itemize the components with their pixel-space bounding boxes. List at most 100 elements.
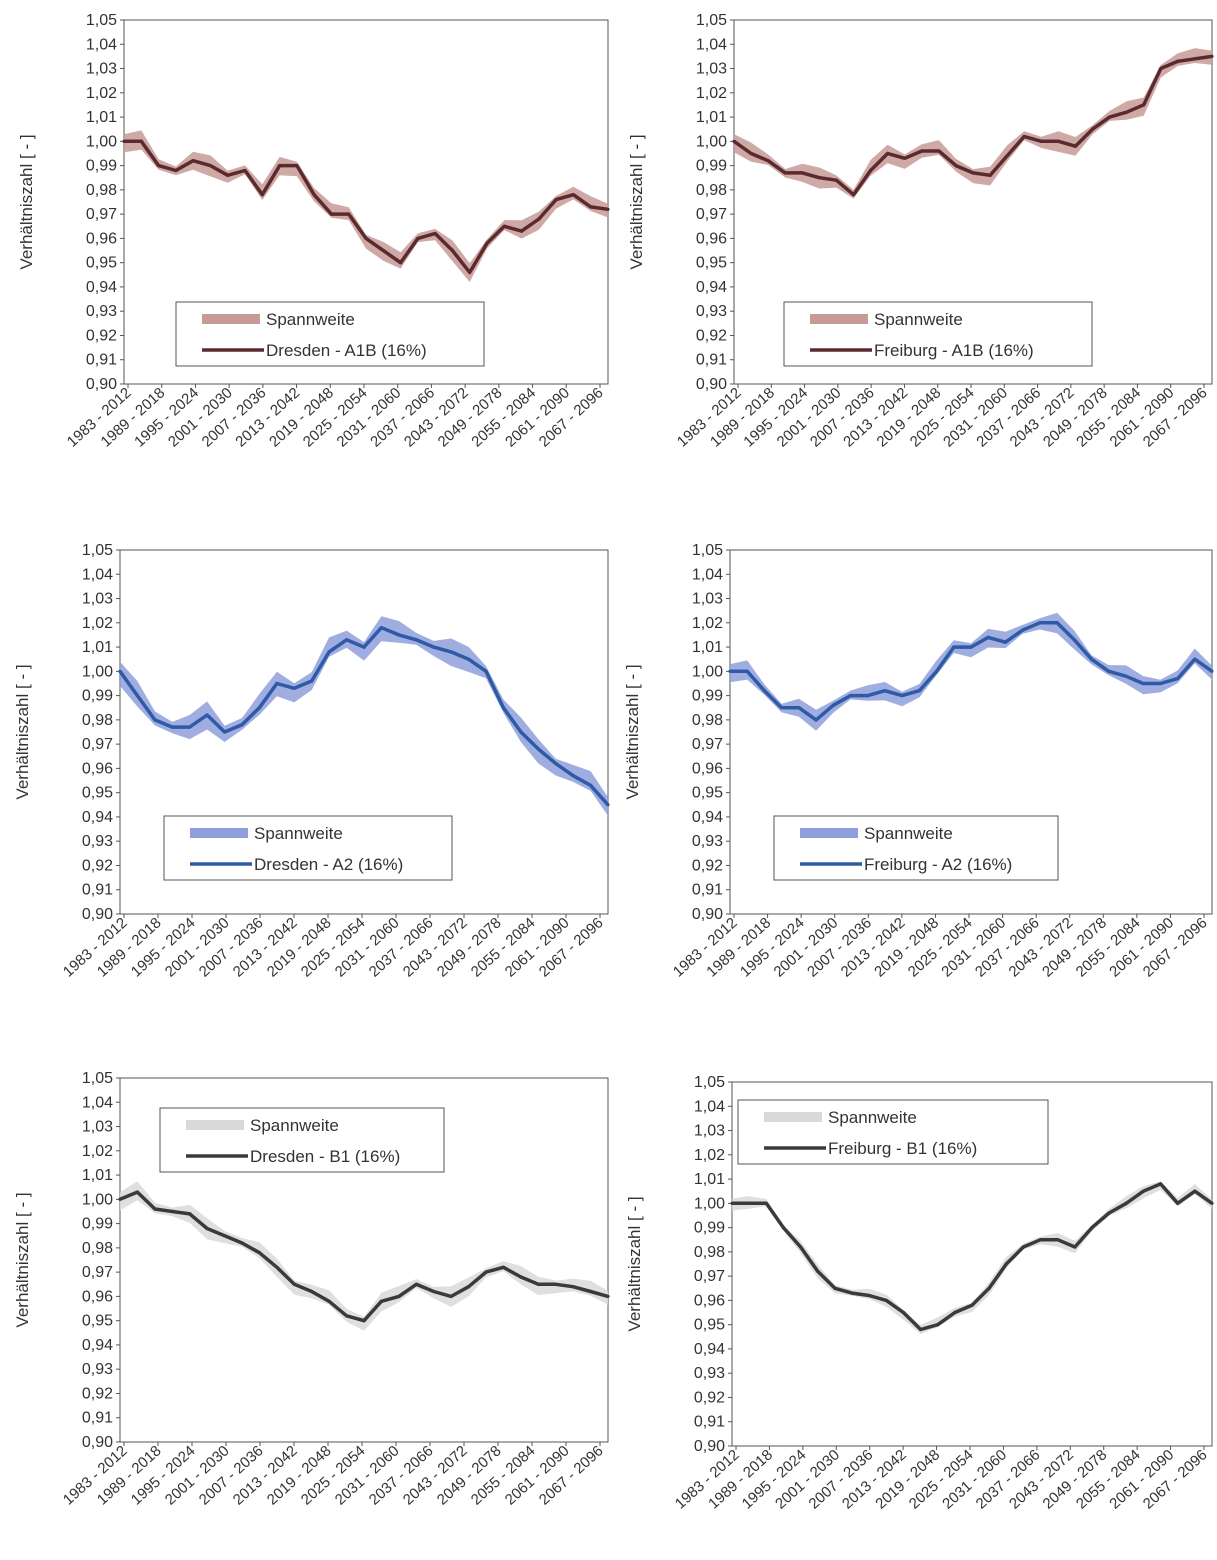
- y-tick-label: 1,01: [694, 1171, 725, 1188]
- data-point: [749, 151, 753, 156]
- y-tick-label: 0,93: [694, 1365, 725, 1382]
- y-tick-label: 0,93: [692, 833, 723, 850]
- data-point: [362, 1319, 366, 1323]
- data-point: [449, 650, 453, 654]
- data-point: [449, 1294, 453, 1298]
- y-tick-label: 0,98: [86, 182, 117, 199]
- data-point: [257, 1251, 261, 1255]
- data-point: [571, 774, 575, 778]
- y-axis-label: Verhältniszahl [ - ]: [623, 664, 642, 799]
- data-point: [1193, 657, 1197, 661]
- data-point: [730, 1201, 734, 1205]
- chart-panels: 1,05 1,04 1,03 1,02 1,01 1,00 0,99 0,98 0,97 0,96…: [13, 12, 1214, 1513]
- data-point: [606, 207, 610, 211]
- data-point: [952, 645, 956, 649]
- data-point: [364, 236, 368, 240]
- legend: Spannweite Dresden - A1B (16%): [175, 301, 485, 367]
- data-point: [381, 248, 385, 253]
- data-point: [432, 645, 436, 649]
- data-point: [327, 650, 331, 654]
- data-point: [762, 689, 767, 693]
- data-point: [1004, 1262, 1008, 1266]
- data-point: [884, 1298, 888, 1302]
- data-point: [936, 1323, 940, 1327]
- data-point: [869, 168, 873, 173]
- data-point: [191, 159, 195, 163]
- data-point: [954, 164, 958, 168]
- data-point: [606, 803, 610, 807]
- data-point: [485, 241, 489, 245]
- data-point: [851, 193, 856, 197]
- data-point: [971, 171, 975, 175]
- data-point: [571, 1285, 575, 1289]
- data-point: [1124, 674, 1128, 678]
- y-tick-label: 1,03: [694, 1123, 725, 1140]
- y-tick-label: 0,99: [694, 1220, 725, 1237]
- spread-band: [734, 48, 1212, 199]
- y-tick-label: 1,05: [86, 12, 117, 29]
- y-tick-label: 0,98: [82, 1240, 113, 1257]
- legend: Spannweite Freiburg - A2 (16%): [773, 815, 1059, 881]
- data-point: [467, 1285, 471, 1289]
- y-tick-label: 1,04: [82, 566, 113, 583]
- y-tick-label: 1,01: [692, 639, 723, 656]
- legend: Spannweite Freiburg - A1B (16%): [783, 301, 1093, 367]
- legend-band-swatch: [764, 1112, 822, 1122]
- y-tick-label: 0,92: [82, 1385, 113, 1402]
- legend-box: [175, 301, 485, 367]
- data-point: [205, 713, 209, 717]
- legend-band-swatch: [800, 828, 858, 838]
- y-tick-label: 1,00: [694, 1195, 725, 1212]
- y-tick-label: 0,97: [696, 206, 727, 223]
- y-tick-label: 0,94: [694, 1341, 725, 1358]
- legend: Spannweite Dresden - A2 (16%): [163, 815, 453, 881]
- data-point: [174, 168, 178, 173]
- data-point: [399, 261, 403, 265]
- data-point: [817, 176, 822, 180]
- data-point: [347, 212, 351, 216]
- legend-line-label: Freiburg - A1B (16%): [874, 341, 1034, 360]
- data-point: [1142, 103, 1146, 107]
- data-point: [1176, 1201, 1180, 1205]
- data-point: [240, 723, 244, 727]
- y-axis-label: Verhältniszahl [ - ]: [13, 664, 32, 799]
- chart-panel-1: 1,05 1,04 1,03 1,02 1,01 1,00 0,99 0,98 0,97 0,96…: [17, 12, 610, 451]
- y-tick-label: 0,90: [696, 376, 727, 393]
- data-point: [797, 706, 801, 710]
- y-tick-label: 1,03: [696, 61, 727, 78]
- chart-panel-2: 1,05 1,04 1,03 1,02 1,01 1,00 0,99 0,98 0,97 0,96…: [627, 12, 1214, 451]
- y-axis-label: Verhältniszahl [ - ]: [627, 134, 646, 269]
- y-tick-label: 0,92: [692, 857, 723, 874]
- y-tick-label: 0,98: [692, 712, 723, 729]
- data-point: [1021, 628, 1025, 632]
- y-tick-label: 0,91: [692, 882, 723, 899]
- data-point: [188, 725, 192, 729]
- data-point: [764, 1201, 768, 1205]
- y-tick-label: 0,95: [82, 1313, 113, 1330]
- data-point: [345, 638, 349, 642]
- y-tick-label: 1,02: [696, 85, 727, 102]
- data-point: [379, 1299, 383, 1303]
- legend-band-label: Spannweite: [250, 1116, 339, 1135]
- legend-box: [159, 1107, 445, 1173]
- y-tick-label: 0,99: [696, 158, 727, 175]
- legend-band-label: Spannweite: [254, 824, 343, 843]
- data-point: [433, 231, 437, 236]
- data-point: [468, 270, 472, 274]
- y-tick-label: 0,95: [694, 1317, 725, 1334]
- data-point: [414, 638, 418, 642]
- data-point: [501, 706, 505, 710]
- data-point: [970, 1303, 974, 1307]
- y-tick-label: 0,91: [694, 1414, 725, 1431]
- data-point: [986, 635, 990, 640]
- y-tick-label: 1,03: [692, 591, 723, 608]
- y-tick-label: 0,97: [82, 736, 113, 753]
- data-point: [139, 139, 143, 143]
- y-tick-label: 0,98: [694, 1244, 725, 1261]
- data-point: [969, 645, 973, 649]
- chart-panel-3: 1,05 1,04 1,03 1,02 1,01 1,00 0,99 0,98 0,97 0,96…: [13, 542, 610, 981]
- data-point: [781, 1226, 786, 1230]
- data-point: [732, 139, 736, 143]
- y-tick-label: 0,98: [82, 712, 113, 729]
